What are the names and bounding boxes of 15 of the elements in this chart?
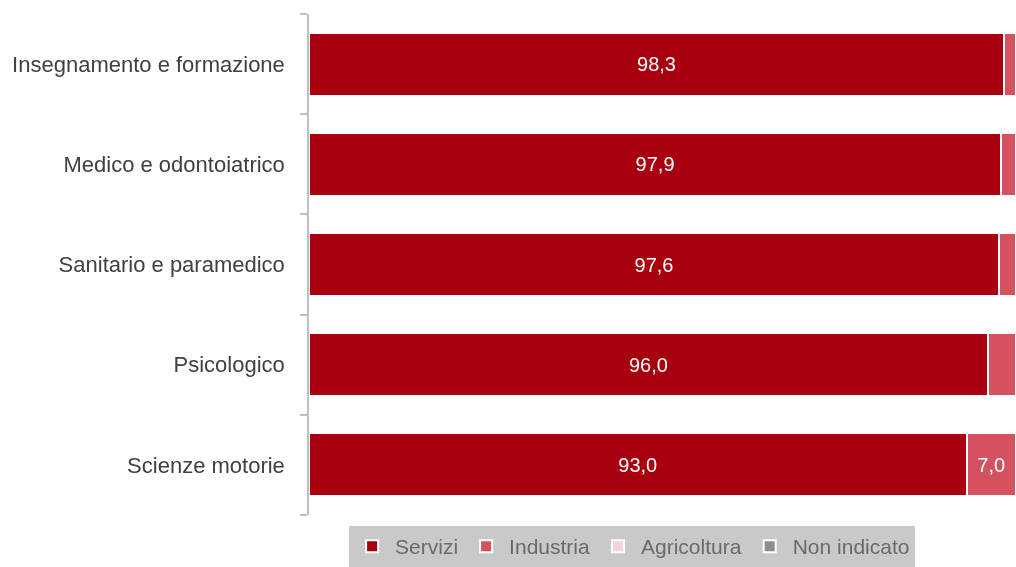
y-tick-label: Medico e odontoiatrico bbox=[63, 152, 285, 177]
data-label: 98,3 bbox=[637, 53, 676, 76]
y-tick-label: Scienze motorie bbox=[127, 452, 285, 478]
y-tick-label: Psicologico bbox=[173, 352, 285, 378]
legend-label: Agricoltura bbox=[640, 535, 742, 559]
y-tick-label: Insegnamento e formazione bbox=[12, 51, 285, 77]
data-label: 97,6 bbox=[634, 253, 674, 276]
data-label: 93,0 bbox=[618, 453, 658, 476]
legend-label: Industria bbox=[509, 535, 590, 559]
y-tick-label: Sanitario e paramedico bbox=[58, 252, 285, 278]
data-label: 96,0 bbox=[628, 353, 668, 376]
legend-label: Servizi bbox=[395, 535, 459, 559]
data-label: 7,0 bbox=[977, 453, 1006, 476]
legend-label: Non indicato bbox=[792, 535, 910, 559]
data-label: 97,9 bbox=[635, 153, 675, 176]
